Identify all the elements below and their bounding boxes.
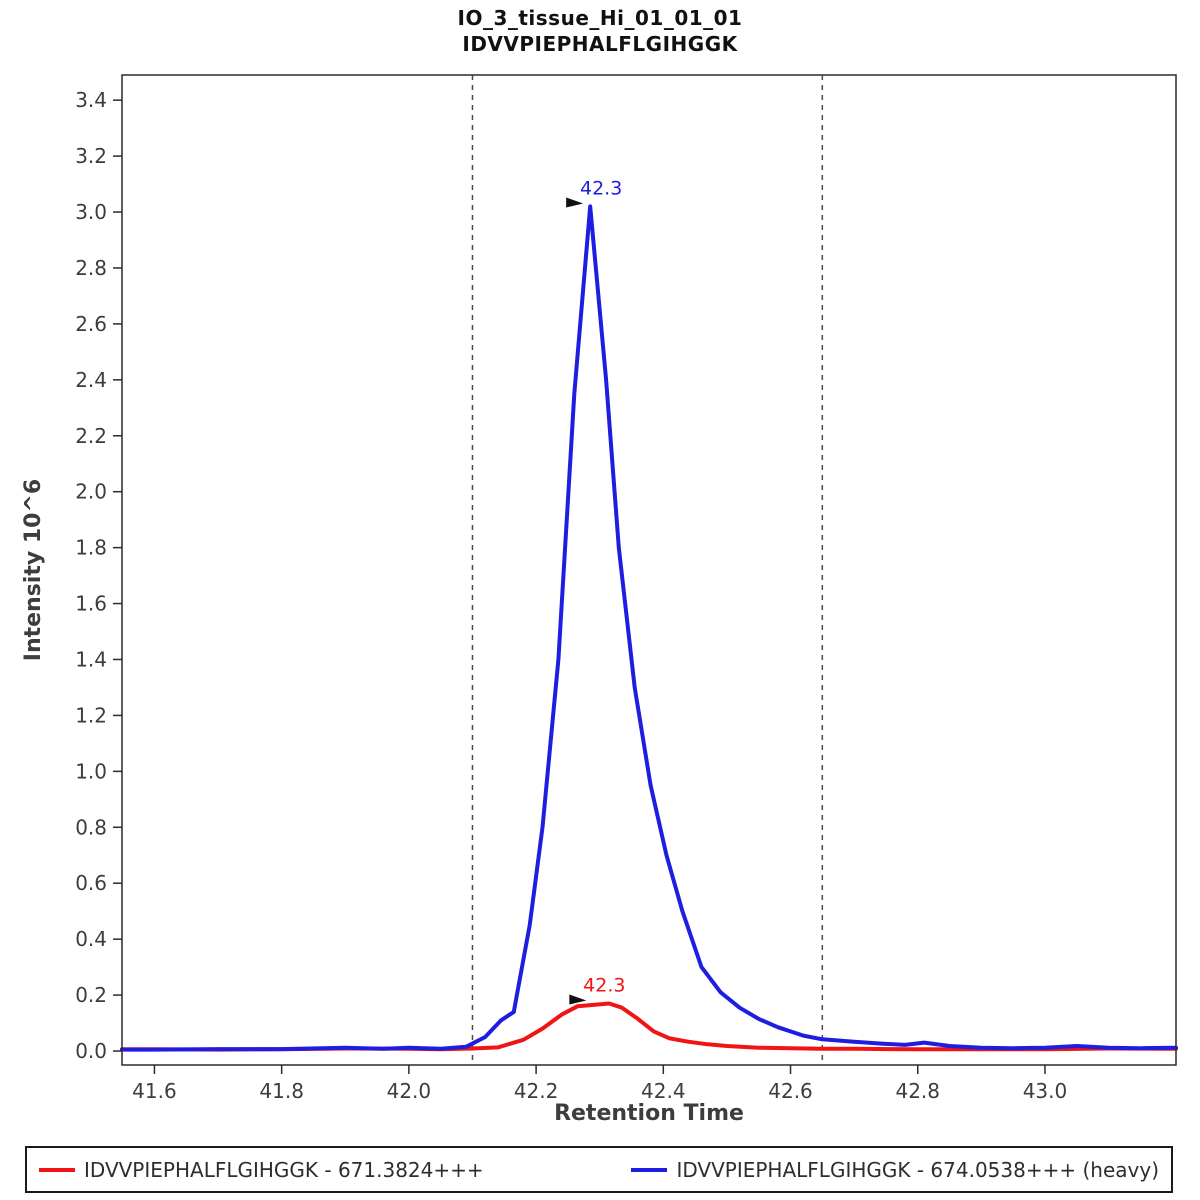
peak-arrow-icon <box>566 197 584 208</box>
x-tick-label: 43.0 <box>1023 1079 1068 1103</box>
plot-border <box>121 74 1177 1066</box>
legend-label-heavy: IDVVPIEPHALFLGIHGGK - 674.0538+++ (heavy… <box>676 1157 1159 1182</box>
y-tick-label: 2.4 <box>75 368 107 392</box>
x-tick-label: 42.6 <box>768 1079 813 1103</box>
trace-heavy <box>120 204 1178 1052</box>
x-tick-label: 42.0 <box>387 1079 432 1103</box>
legend-line-swatch-blue <box>631 1167 668 1172</box>
y-tick-label: 2.8 <box>75 256 107 280</box>
x-tick-label: 42.4 <box>641 1079 686 1103</box>
legend-line-swatch-red <box>39 1167 75 1172</box>
y-tick-label: 1.4 <box>75 647 107 671</box>
legend-label-light: IDVVPIEPHALFLGIHGGK - 671.3824+++ <box>84 1157 484 1182</box>
y-tick-label: 1.8 <box>75 536 107 560</box>
legend-item-light: IDVVPIEPHALFLGIHGGK - 671.3824+++ <box>39 1158 484 1182</box>
y-tick-label: 3.4 <box>75 88 107 112</box>
chromatogram-plot: 0.0 0.2 0.4 0.6 0.8 1.0 1.2 1.4 1.6 1.8 2.0 2.2 2.4 2… <box>21 74 1178 1126</box>
chart-title-line1: IO_3_tissue_Hi_01_01_01 <box>457 6 743 30</box>
y-tick-label: 2.6 <box>75 312 107 336</box>
trace-light <box>120 1001 1178 1052</box>
y-tick-label: 1.0 <box>75 759 107 783</box>
y-tick-label: 2.0 <box>75 480 107 504</box>
y-tick-label: 0.4 <box>75 927 107 951</box>
legend-item-heavy: IDVVPIEPHALFLGIHGGK - 674.0538+++ (heavy… <box>631 1158 1159 1182</box>
y-tick-label: 3.0 <box>75 200 107 224</box>
peak-rt-label: 42.3 <box>580 177 622 199</box>
y-tick-label: 1.6 <box>75 592 107 616</box>
y-axis-label: Intensity 10^6 <box>21 479 46 661</box>
y-tick-label: 0.6 <box>75 871 107 895</box>
legend: IDVVPIEPHALFLGIHGGK - 671.3824+++ IDVVPI… <box>25 1146 1173 1193</box>
x-tick-label: 41.8 <box>259 1079 304 1103</box>
y-tick-label: 3.2 <box>75 144 107 168</box>
x-tick-label: 41.6 <box>132 1079 177 1103</box>
y-tick-label: 2.2 <box>75 424 107 448</box>
y-tick-label: 0.0 <box>75 1039 107 1063</box>
peak-rt-label: 42.3 <box>583 974 625 996</box>
chart-title: IO_3_tissue_Hi_01_01_01 IDVVPIEPHALFLGIH… <box>0 5 1200 57</box>
y-tick-label: 0.8 <box>75 815 107 839</box>
x-tick-label: 42.2 <box>514 1079 559 1103</box>
y-tick-label: 1.2 <box>75 703 107 727</box>
chart-title-line2: IDVVPIEPHALFLGIHGGK <box>462 32 738 56</box>
x-tick-label: 42.8 <box>895 1079 940 1103</box>
peak-arrow-icon <box>569 994 587 1005</box>
y-tick-label: 0.2 <box>75 983 107 1007</box>
x-axis-label: Retention Time <box>554 1101 744 1126</box>
